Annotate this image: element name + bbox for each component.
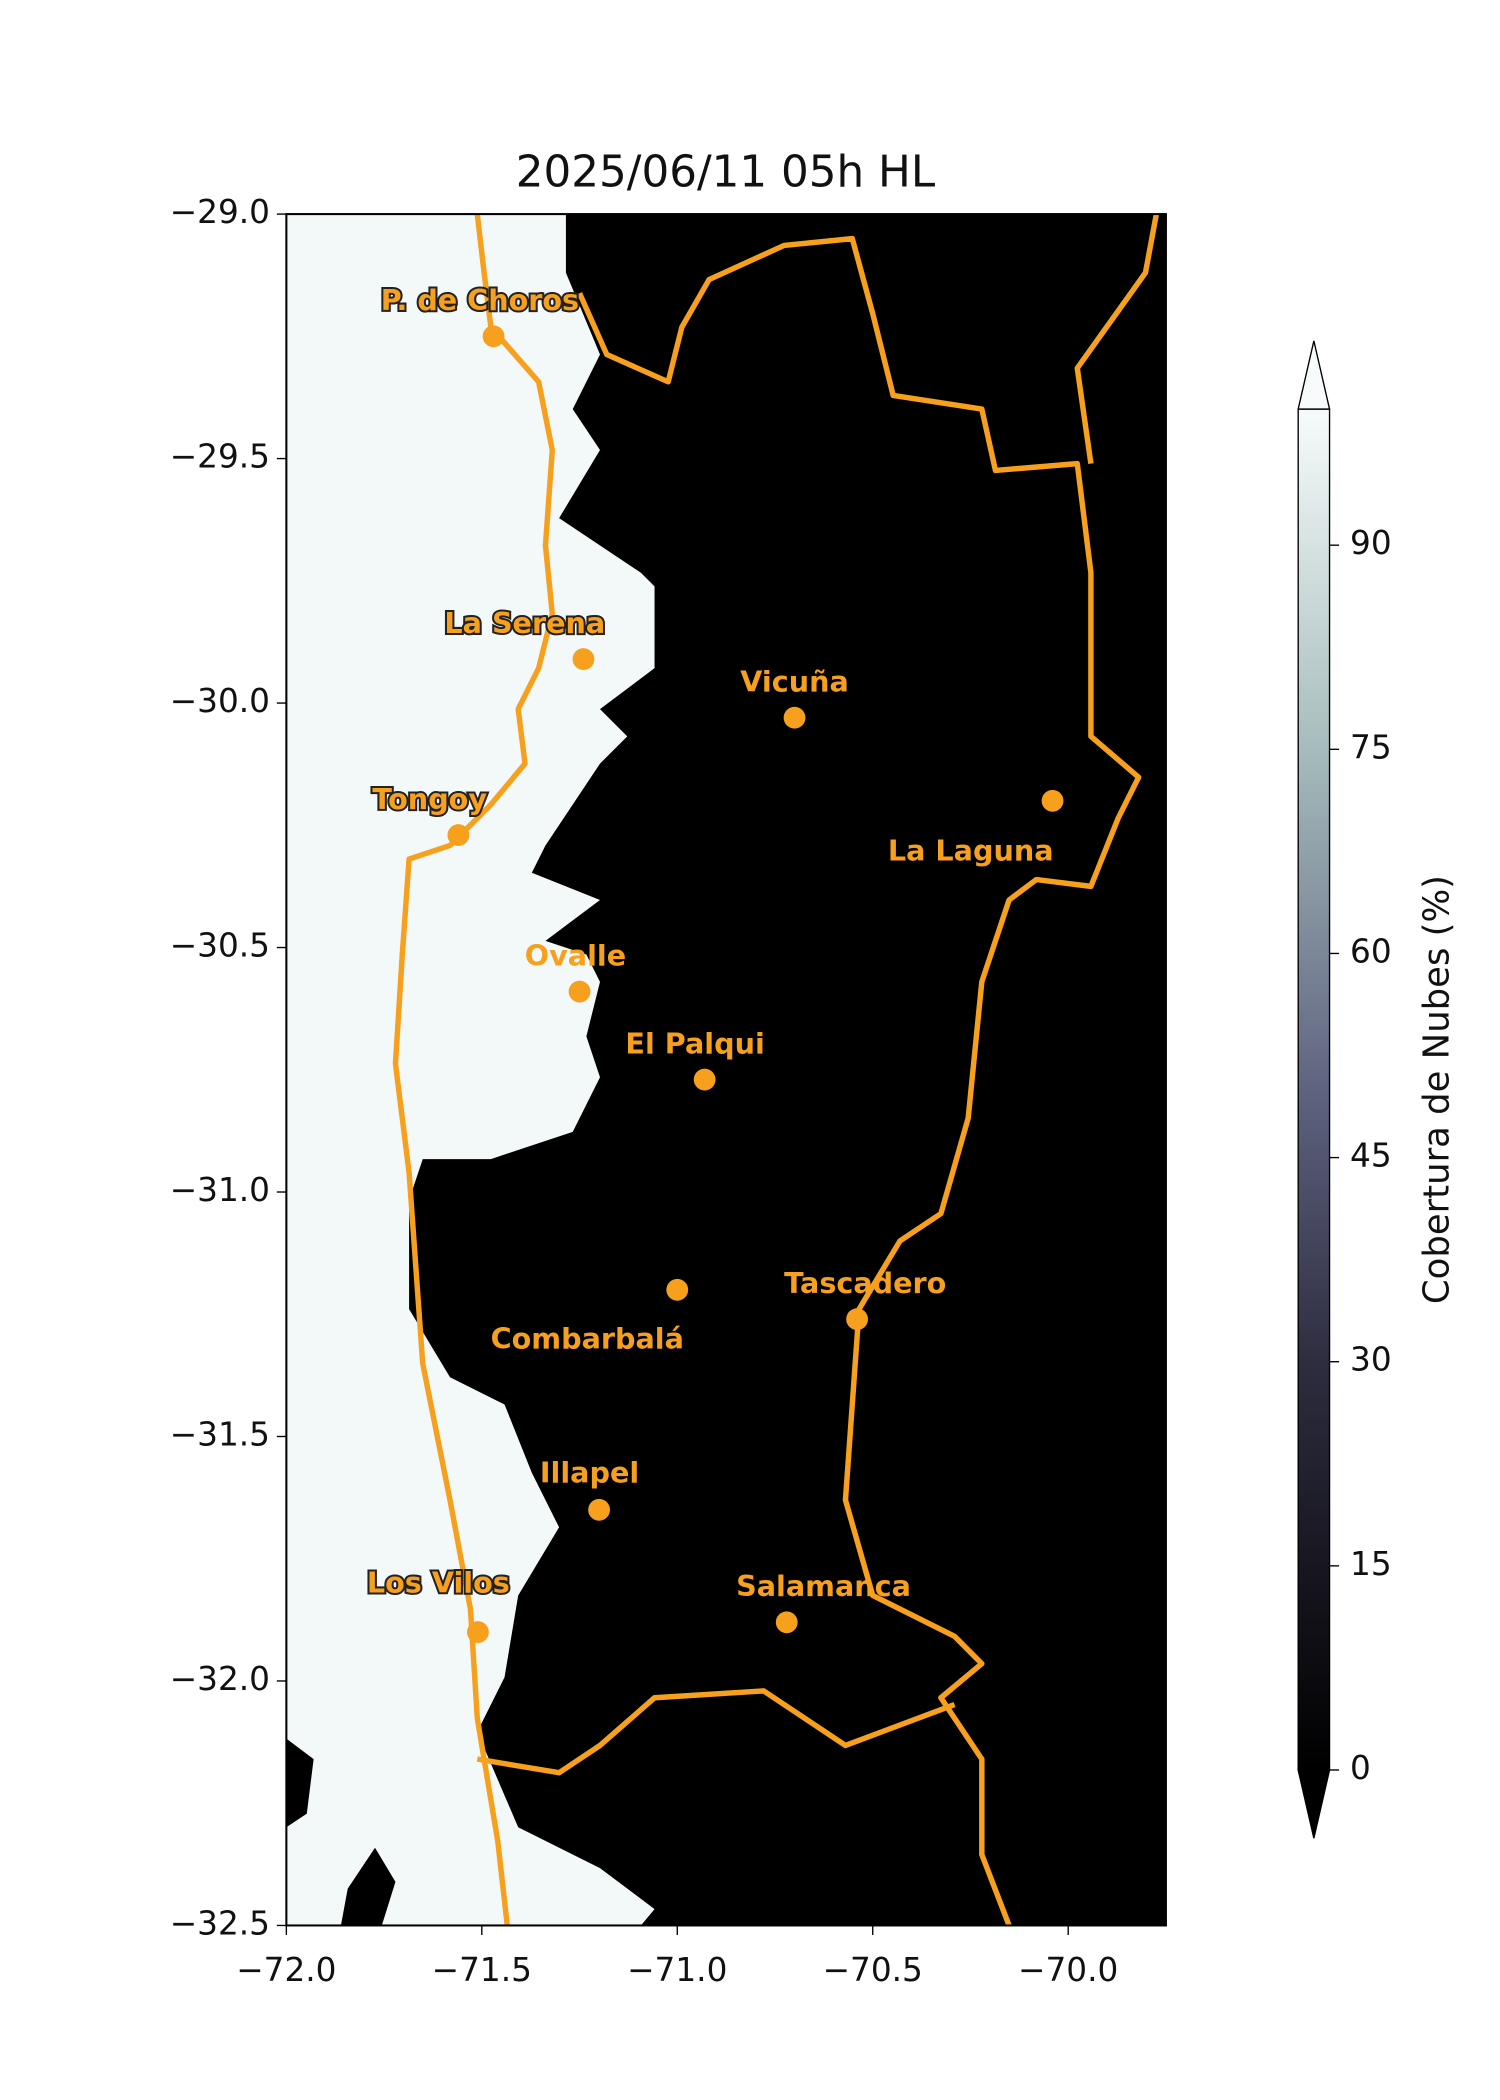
city-label: Illapel [540, 1455, 639, 1489]
colorbar-tick-label: 90 [1350, 524, 1392, 562]
map-area [286, 214, 1166, 1926]
y-tick-label: −32.0 [170, 1660, 270, 1698]
city-marker [588, 1498, 610, 1521]
colorbar-tick-label: 15 [1350, 1545, 1392, 1583]
city-marker [666, 1278, 689, 1301]
city-label: P. de Choros [381, 283, 579, 317]
city-label: Salamanca [736, 1569, 911, 1603]
city-label: La Laguna [888, 834, 1054, 868]
country-border [1074, 214, 1160, 465]
colorbar-tick-label: 30 [1350, 1341, 1392, 1379]
city-label: Combarbalá [491, 1321, 684, 1355]
city-marker [447, 824, 470, 846]
x-tick-label: −70.0 [1018, 1951, 1118, 1989]
city-marker [482, 325, 505, 348]
city-marker [572, 648, 595, 670]
x-tick-label: −71.5 [432, 1951, 532, 1989]
city-marker [693, 1068, 716, 1091]
city-label: Vicuña [740, 665, 849, 699]
y-tick-label: −31.0 [170, 1171, 270, 1209]
y-tick-label: −29.5 [170, 438, 270, 476]
city-marker [467, 1621, 489, 1643]
city-marker [568, 980, 591, 1003]
colorbar-tick-label: 75 [1350, 728, 1392, 766]
city-marker [775, 1611, 798, 1634]
city-label: Tascadero [784, 1266, 946, 1300]
cloud-area [286, 214, 655, 1926]
colorbar-tick-label: 45 [1350, 1137, 1392, 1175]
colorbar-extend-max [1297, 340, 1331, 410]
city-label: El Palqui [625, 1026, 764, 1060]
x-tick-label: −70.5 [823, 1951, 923, 1989]
city-label: Ovalle [525, 938, 626, 972]
colorbar [1297, 408, 1331, 1771]
map-title: 2025/06/11 05h HL [516, 148, 936, 198]
x-tick-label: −71.0 [627, 1951, 727, 1989]
colorbar-extend-min [1297, 1769, 1331, 1839]
region-border [577, 235, 1142, 1926]
y-tick-label: −30.0 [170, 682, 270, 720]
colorbar-label: Cobertura de Nubes (%) [1417, 875, 1458, 1304]
city-label: Tongoy [372, 782, 487, 816]
x-tick-label: −72.0 [236, 1951, 336, 1989]
city-label: La Serena [444, 606, 605, 640]
y-tick-label: −29.0 [170, 193, 270, 231]
y-tick-label: −30.5 [170, 927, 270, 965]
y-tick-label: −32.5 [170, 1904, 270, 1942]
colorbar-tick-label: 0 [1350, 1749, 1371, 1787]
y-tick-label: −31.5 [170, 1415, 270, 1453]
axes-frame [285, 213, 1167, 1927]
city-marker [783, 706, 806, 729]
city-marker [1041, 789, 1064, 812]
colorbar-tick-label: 60 [1350, 932, 1392, 970]
city-label: Los Vilos [367, 1565, 510, 1599]
region-border [476, 1688, 956, 1776]
city-marker [846, 1308, 868, 1331]
coastline [392, 214, 555, 1926]
cloud-gap [286, 1738, 396, 1926]
